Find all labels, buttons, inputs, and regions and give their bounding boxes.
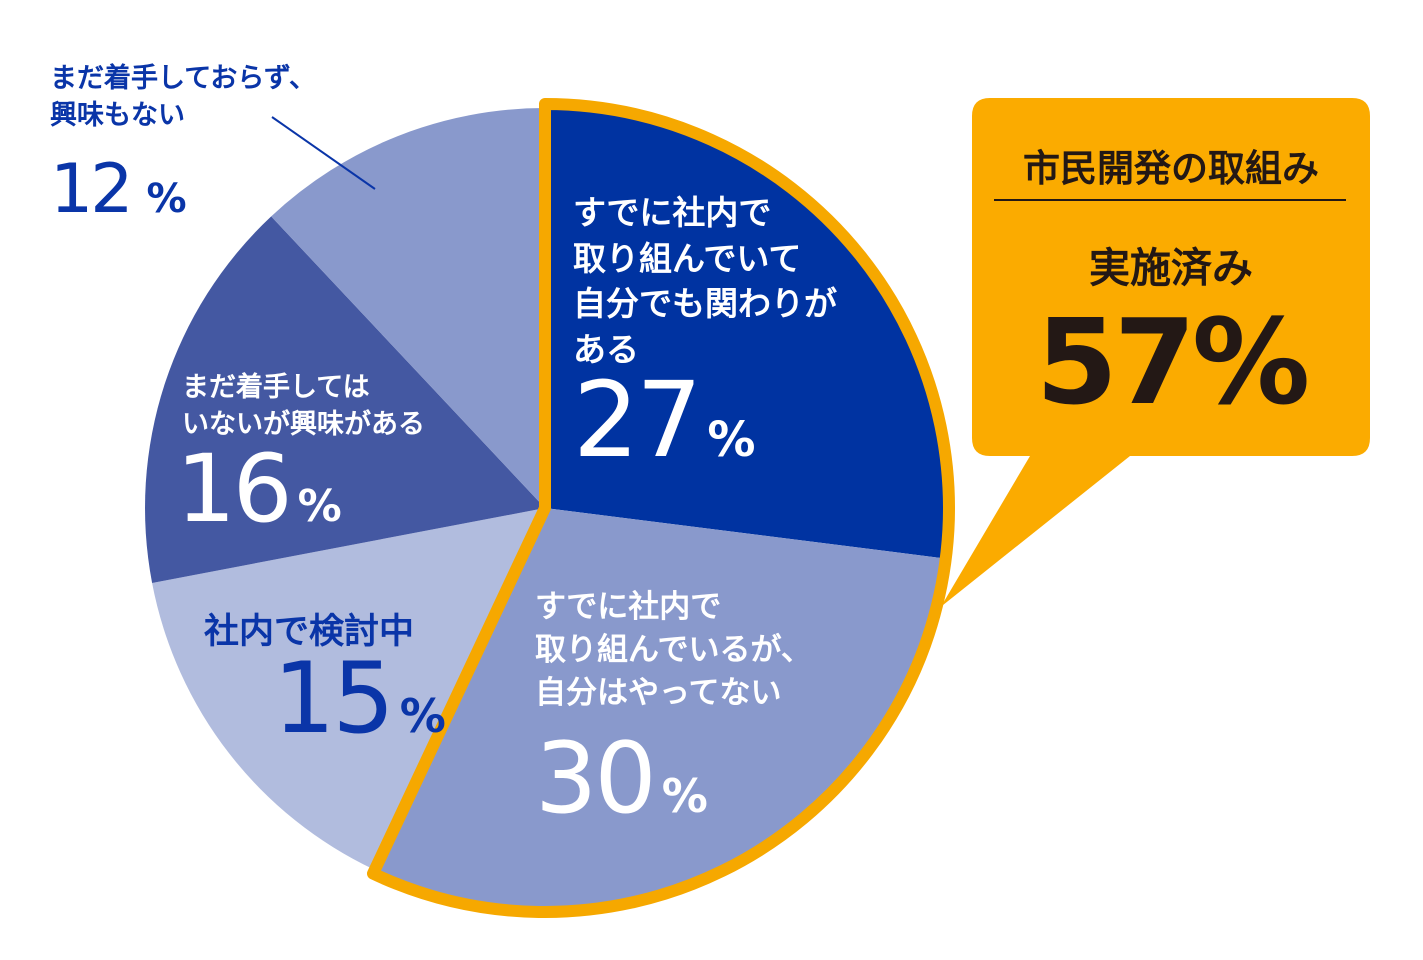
slice-pct-2: 15% <box>273 650 446 748</box>
leader-line <box>271 116 376 190</box>
pie-slice-2 <box>152 508 545 870</box>
slice-value-4: 12 <box>50 150 134 229</box>
callout-title: 市民開発の取組み <box>1023 147 1319 190</box>
callout-bubble <box>940 98 1370 607</box>
pie-slice-3 <box>145 216 545 583</box>
callout-subtitle: 実施済み <box>1089 244 1253 292</box>
slice-unit-2: % <box>399 689 446 743</box>
highlight-outline <box>367 98 955 918</box>
slice-value-2: 15 <box>273 642 395 756</box>
slice-unit-3: % <box>297 481 342 532</box>
callout: 市民開発の取組み 実施済み 57% <box>972 98 1370 456</box>
slice-label-4: まだ着手しておらず、 興味もない <box>50 63 316 132</box>
pie-slice-1 <box>374 508 942 908</box>
pie-slice-4 <box>271 108 545 508</box>
pie-slice-0 <box>545 108 945 559</box>
slice-pct-4: 12% <box>50 156 187 224</box>
slice-unit-4: % <box>146 176 187 222</box>
callout-divider <box>994 199 1346 201</box>
slice-pct-0: 27% <box>573 368 755 472</box>
slice-value-3: 16 <box>176 435 293 544</box>
slice-label-2: 社内で検討中 <box>204 612 415 652</box>
callout-value: 57% <box>1035 293 1310 431</box>
slice-unit-1: % <box>661 769 708 823</box>
pie-slices <box>145 108 945 908</box>
slice-value-1: 30 <box>535 722 657 836</box>
slice-label-3: まだ着手しては いないが興味がある <box>182 372 425 441</box>
slice-value-0: 27 <box>573 359 702 481</box>
slice-unit-0: % <box>707 412 756 468</box>
slice-pct-1: 30% <box>535 730 708 828</box>
slice-label-1: すでに社内で 取り組んでいるが、 自分はやってない <box>535 589 812 711</box>
slice-label-0: すでに社内で 取り組んでいて 自分でも関わりが ある <box>573 193 837 369</box>
slice-pct-3: 16% <box>176 443 342 537</box>
